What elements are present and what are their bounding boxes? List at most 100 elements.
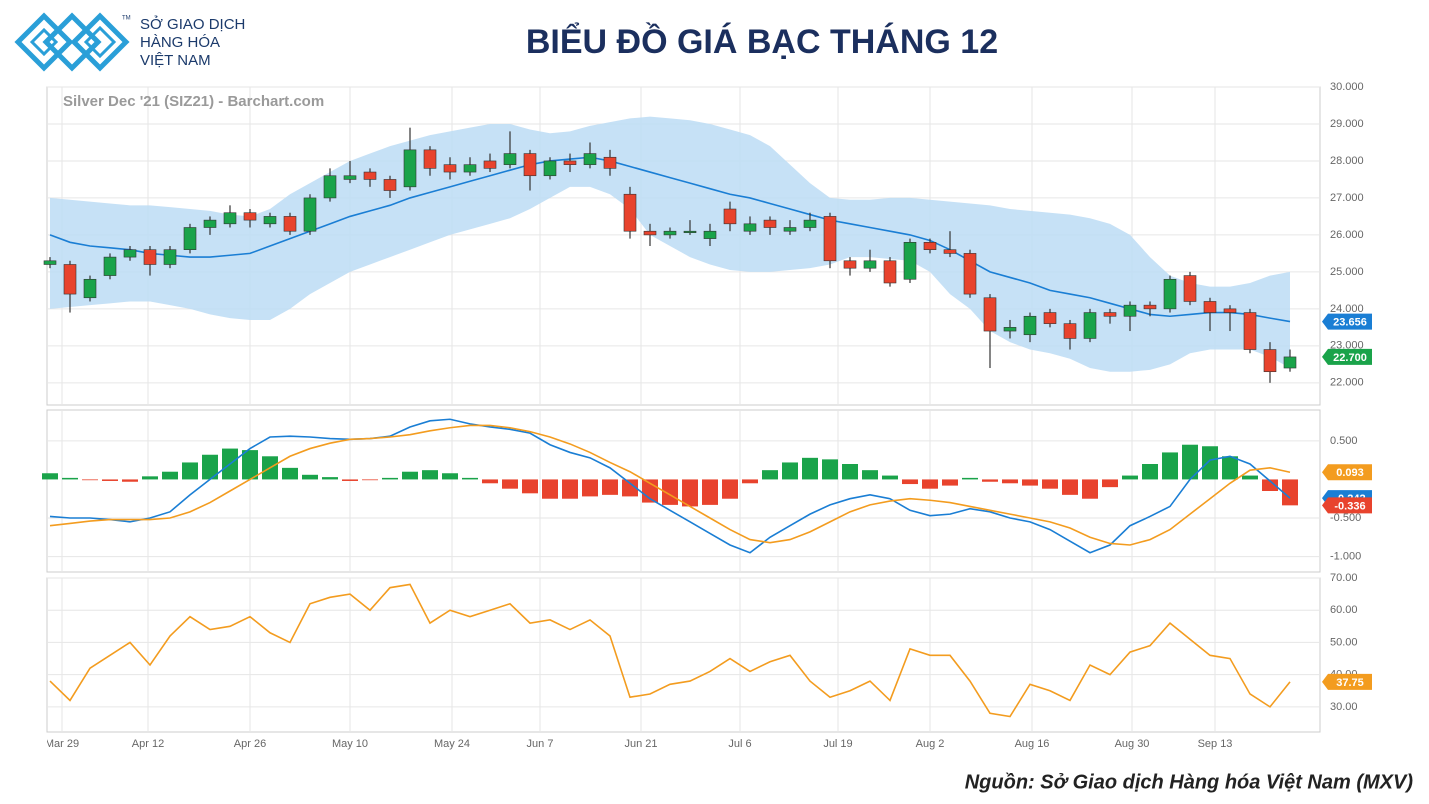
histogram-bar xyxy=(1242,475,1258,480)
candle-body xyxy=(423,149,437,169)
y-tick-label: 29.000 xyxy=(1330,118,1364,130)
x-tick-label: Jul 6 xyxy=(728,738,751,750)
histogram-bar xyxy=(942,479,958,486)
histogram-bar xyxy=(82,479,98,481)
last-value-tag xyxy=(1322,497,1372,514)
candle-body xyxy=(343,175,357,180)
histogram-bar xyxy=(1102,479,1118,488)
plot-area: 22.000 23.000 24.000 25.000 26.000 27.000 28.0… xyxy=(42,81,1372,750)
x-tick-label: Aug 30 xyxy=(1115,738,1150,750)
histogram-bar xyxy=(722,479,738,499)
histogram-bar xyxy=(1162,452,1178,480)
histogram-bar xyxy=(462,477,478,480)
histogram-bar xyxy=(982,479,998,482)
page-title: BIỂU ĐỒ GIÁ BẠC THÁNG 12 xyxy=(526,23,998,61)
logo-text: HÀNG HÓA xyxy=(140,34,220,51)
x-axis: Mar 29 Apr 12 Apr 26 May 10 May 24 Jun 7 Jun 2… xyxy=(45,738,1232,750)
logo-text: SỞ GIAO DỊCH xyxy=(140,15,245,33)
histogram-bar xyxy=(702,479,718,505)
last-value-label: 23.656 xyxy=(1333,316,1367,328)
candle-body xyxy=(843,260,857,269)
candle-body xyxy=(1043,312,1057,324)
candle-body xyxy=(1083,312,1097,339)
last-value-label: 0.093 xyxy=(1336,467,1364,479)
histogram-bar xyxy=(1042,479,1058,489)
histogram-bar xyxy=(442,473,458,480)
histogram-bar xyxy=(1142,464,1158,480)
candle-body xyxy=(463,164,477,173)
histogram-bar xyxy=(782,462,798,480)
candle-body xyxy=(603,156,617,169)
histogram-bar xyxy=(402,471,418,480)
candle-body xyxy=(443,164,457,173)
candle-body xyxy=(1143,304,1157,310)
candle-body xyxy=(663,230,677,236)
histogram-bar xyxy=(282,467,298,480)
histogram-bar xyxy=(1222,456,1238,480)
candle-body xyxy=(963,253,977,295)
y-tick-label: 0.500 xyxy=(1330,435,1358,447)
x-tick-label: Jun 7 xyxy=(527,738,554,750)
candle-body xyxy=(1063,323,1077,339)
candle-body xyxy=(943,249,957,254)
candle-body xyxy=(63,264,77,295)
histogram-bar xyxy=(1022,479,1038,486)
candle-body xyxy=(823,216,837,262)
histogram-bar xyxy=(582,479,598,497)
histogram-bar xyxy=(202,454,218,480)
histogram-bar xyxy=(422,470,438,480)
histogram-bar xyxy=(802,457,818,480)
histogram-bar xyxy=(742,479,758,484)
histogram-bar xyxy=(922,479,938,489)
last-value-tag xyxy=(1322,313,1372,330)
y-tick-label: 30.000 xyxy=(1330,81,1364,93)
last-value-tag xyxy=(1322,673,1372,690)
candle-body xyxy=(863,260,877,269)
y-tick-label: 25.000 xyxy=(1330,266,1364,278)
histogram-bar xyxy=(1062,479,1078,495)
x-tick-label: Mar 29 xyxy=(45,738,79,750)
y-tick-label: 60.00 xyxy=(1330,604,1358,616)
logo-mark xyxy=(14,12,130,72)
candle-body xyxy=(1203,301,1217,313)
candle-body xyxy=(283,216,297,232)
candle-body xyxy=(523,153,537,177)
y-tick-label: 26.000 xyxy=(1330,229,1364,241)
y-tick-label: 22.000 xyxy=(1330,377,1364,389)
histogram-bar xyxy=(182,462,198,480)
logo-text: VIỆT NAM xyxy=(140,52,211,69)
x-tick-label: May 24 xyxy=(434,738,470,750)
y-tick-label: -0.500 xyxy=(1330,512,1361,524)
candle-body xyxy=(1103,312,1117,317)
histogram-bar xyxy=(1282,479,1298,506)
histogram-bar xyxy=(342,479,358,481)
candle-body xyxy=(483,160,497,169)
candle-body xyxy=(143,249,157,265)
last-value-label: -0.336 xyxy=(1334,500,1365,512)
signal-line xyxy=(49,424,1291,546)
candle-body xyxy=(1283,356,1297,369)
x-tick-label: Apr 26 xyxy=(234,738,266,750)
histogram-bar xyxy=(162,471,178,480)
candle-body xyxy=(703,230,717,239)
histogram-bar xyxy=(882,475,898,480)
candle-body xyxy=(543,160,557,177)
last-value-label: 22.700 xyxy=(1333,352,1367,364)
histogram-bar xyxy=(482,479,498,484)
y-tick-label: -1.000 xyxy=(1330,550,1361,562)
histogram-bar xyxy=(542,479,558,499)
candle-body xyxy=(383,179,397,191)
last-value-tag xyxy=(1322,464,1372,481)
candle-body xyxy=(903,242,917,280)
last-value-tag xyxy=(1322,348,1372,365)
candle-body xyxy=(643,230,657,236)
candle-body xyxy=(1263,349,1277,373)
rsi-line xyxy=(49,583,1291,718)
candle-body xyxy=(763,219,777,228)
bollinger-band xyxy=(50,116,1290,372)
histogram-bar xyxy=(862,470,878,480)
candle-body xyxy=(1223,308,1237,313)
candle-body xyxy=(263,216,277,225)
candle-body xyxy=(623,193,637,232)
